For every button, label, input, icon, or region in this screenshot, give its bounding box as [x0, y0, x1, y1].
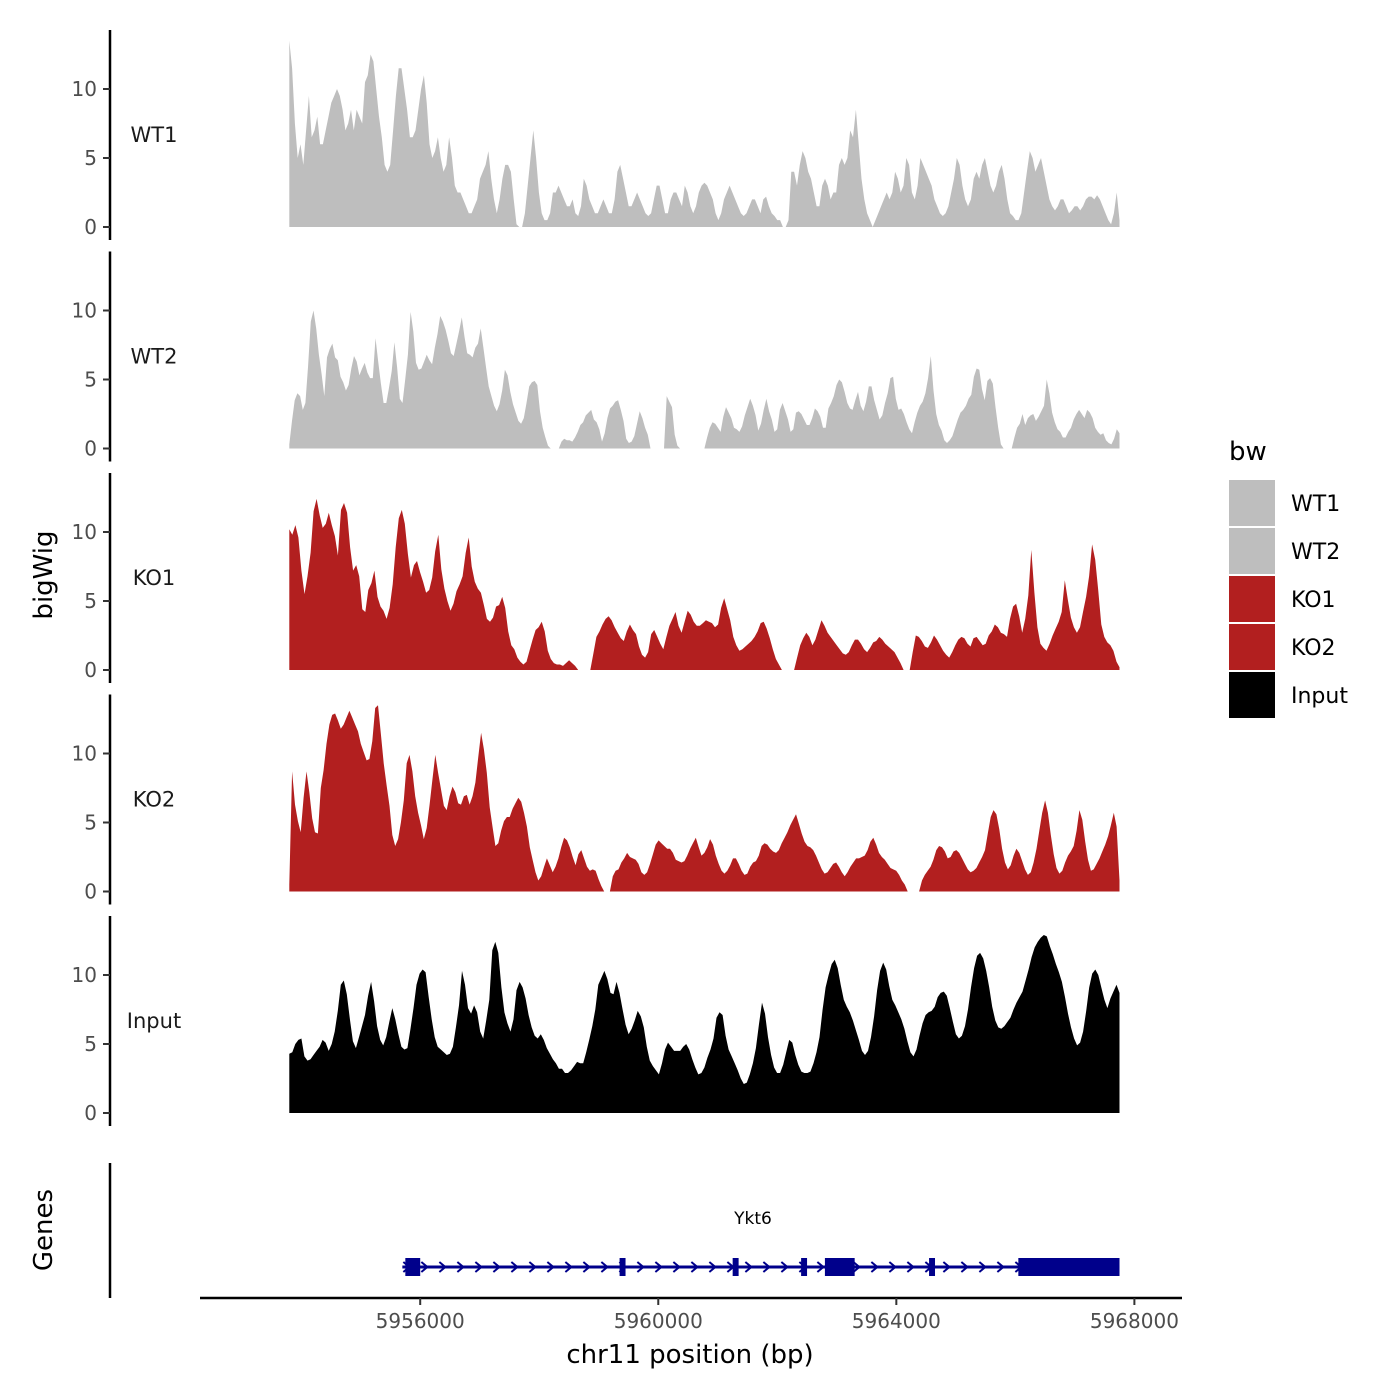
legend-item-ko1: KO1	[1229, 576, 1336, 622]
legend-swatch	[1229, 624, 1275, 670]
strand-arrow	[654, 1261, 663, 1273]
y-tick-label: 10	[72, 299, 97, 323]
legend-label: KO1	[1291, 588, 1336, 613]
strand-arrow	[942, 1261, 951, 1273]
y-tick-label: 0	[84, 658, 97, 682]
legend-label: WT1	[1291, 492, 1340, 517]
gene-exon	[929, 1258, 936, 1276]
strand-arrow	[600, 1261, 609, 1273]
track-ko2: 0 5 10 KO2	[72, 694, 1120, 905]
track-label: WT1	[131, 123, 178, 147]
strand-arrow	[960, 1261, 969, 1273]
area-wt1	[289, 40, 1120, 228]
track-ko1: 0 5 10 KO1	[72, 473, 1120, 683]
x-tick-label: 5956000	[376, 1309, 465, 1333]
strand-arrow	[816, 1261, 825, 1273]
gene-exon	[1018, 1258, 1120, 1276]
track-label: KO2	[133, 788, 176, 812]
strand-arrow	[978, 1261, 987, 1273]
strand-arrow	[528, 1261, 537, 1273]
y-tick-label: 10	[72, 520, 97, 544]
y-tick-label: 10	[72, 963, 97, 987]
strand-arrow	[456, 1261, 465, 1273]
legend-label: KO2	[1291, 636, 1336, 661]
track-wt1: 0 5 10 WT1	[72, 30, 1120, 240]
strand-arrow	[888, 1261, 897, 1273]
gene-model	[402, 1258, 1120, 1276]
gene-exon	[619, 1258, 626, 1276]
track-label: WT2	[131, 345, 178, 369]
x-axis: 5956000 5960000 5964000 5968000	[200, 1296, 1182, 1333]
legend-swatch	[1229, 672, 1275, 718]
gene-name-label: Ykt6	[733, 1209, 772, 1229]
strand-arrow	[780, 1261, 789, 1273]
strand-arrow	[672, 1261, 681, 1273]
strand-arrow	[762, 1261, 771, 1273]
legend-item-wt1: WT1	[1229, 480, 1340, 526]
strand-arrow	[906, 1261, 915, 1273]
gene-exon	[732, 1258, 739, 1276]
y-axis-title: bigWig	[29, 530, 59, 619]
strand-arrow	[492, 1261, 501, 1273]
gene-track: Ykt6	[108, 1163, 1120, 1298]
legend-item-wt2: WT2	[1229, 528, 1340, 574]
strand-arrow	[744, 1261, 753, 1273]
track-panels: 0 5 10 WT1 0 5 10 WT2 0 5 10 KO1 0 5 10 KO2 0 5 10 Input	[72, 30, 1120, 1126]
x-axis-title: chr11 position (bp)	[566, 1340, 813, 1370]
y-tick-label: 0	[84, 880, 97, 904]
genes-axis-title: Genes	[29, 1189, 59, 1271]
y-tick-label: 5	[84, 1032, 97, 1056]
x-tick-label: 5960000	[614, 1309, 703, 1333]
y-tick-label: 0	[84, 1101, 97, 1125]
gene-exon	[824, 1258, 855, 1276]
legend-swatch	[1229, 528, 1275, 574]
area-input	[289, 935, 1120, 1113]
strand-arrow	[474, 1261, 483, 1273]
y-tick-label: 5	[84, 811, 97, 835]
x-tick-label: 5964000	[852, 1309, 941, 1333]
strand-arrow	[546, 1261, 555, 1273]
legend-label: Input	[1291, 684, 1348, 709]
legend-swatch	[1229, 576, 1275, 622]
y-tick-label: 5	[84, 146, 97, 170]
strand-arrow	[708, 1261, 717, 1273]
gene-exon	[801, 1258, 808, 1276]
area-wt2	[289, 310, 1120, 449]
strand-arrow	[636, 1261, 645, 1273]
legend: bw WT1 WT2 KO1 KO2 Input	[1229, 437, 1348, 718]
y-tick-label: 5	[84, 368, 97, 392]
y-tick-label: 10	[72, 77, 97, 101]
y-tick-label: 10	[72, 742, 97, 766]
strand-arrow	[420, 1261, 429, 1273]
legend-swatch	[1229, 480, 1275, 526]
strand-arrow	[510, 1261, 519, 1273]
legend-title: bw	[1229, 437, 1267, 467]
area-ko1	[289, 498, 1120, 670]
legend-item-input: Input	[1229, 672, 1348, 718]
track-label: KO1	[133, 566, 176, 590]
legend-label: WT2	[1291, 540, 1340, 565]
track-label: Input	[127, 1009, 181, 1033]
strand-arrow	[996, 1261, 1005, 1273]
x-tick-label: 5968000	[1090, 1309, 1179, 1333]
track-wt2: 0 5 10 WT2	[72, 251, 1120, 462]
y-tick-label: 5	[84, 589, 97, 613]
y-tick-label: 0	[84, 437, 97, 461]
strand-arrow	[438, 1261, 447, 1273]
y-tick-label: 0	[84, 215, 97, 239]
strand-arrow	[564, 1261, 573, 1273]
gene-exon	[405, 1258, 421, 1276]
legend-item-ko2: KO2	[1229, 624, 1336, 670]
strand-arrow	[870, 1261, 879, 1273]
strand-arrow	[852, 1261, 861, 1273]
strand-arrow	[690, 1261, 699, 1273]
area-ko2	[289, 705, 1120, 892]
track-input: 0 5 10 Input	[72, 916, 1120, 1126]
strand-arrow	[582, 1261, 591, 1273]
